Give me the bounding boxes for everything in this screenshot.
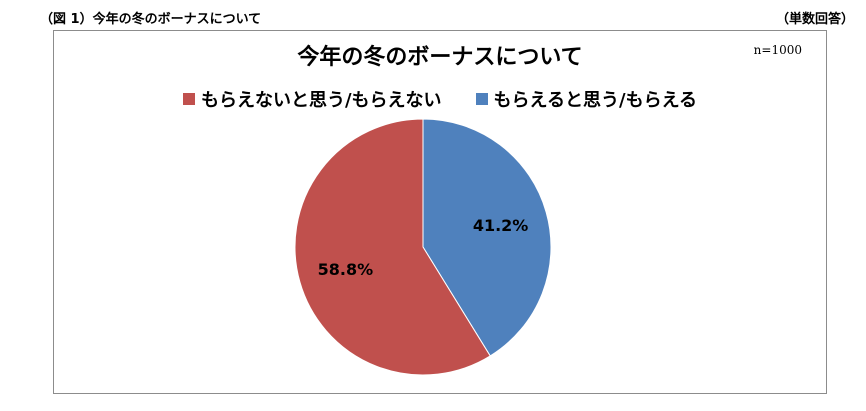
chart-legend: もらえないと思う/もらえない もらえると思う/もらえる [54, 86, 826, 112]
legend-swatch-cannot-receive [182, 93, 195, 105]
pie-slice-cannot-receive [294, 118, 491, 376]
legend-label-can-receive: もらえると思う/もらえる [493, 90, 698, 111]
pie-label-cannot-receive: 58.8% [318, 260, 374, 279]
pie-label-can-receive: 41.2% [473, 216, 529, 235]
pie-slice-can-receive [422, 118, 552, 357]
figure-caption: （図 1）今年の冬のボーナスについて [40, 12, 262, 27]
pie-chart: 41.2% 58.8% [294, 118, 552, 376]
legend-label-cannot-receive: もらえないと思う/もらえない [200, 90, 442, 111]
legend-swatch-can-receive [475, 93, 488, 105]
answer-type-note: （単数回答） [775, 12, 854, 27]
chart-area: n=1000 今年の冬のボーナスについて もらえないと思う/もらえない もらえる… [53, 30, 827, 394]
chart-title: 今年の冬のボーナスについて [297, 45, 583, 70]
legend-item-cannot-receive: もらえないと思う/もらえない [182, 86, 442, 112]
sample-size-label: n=1000 [753, 43, 802, 57]
legend-item-can-receive: もらえると思う/もらえる [475, 86, 698, 112]
